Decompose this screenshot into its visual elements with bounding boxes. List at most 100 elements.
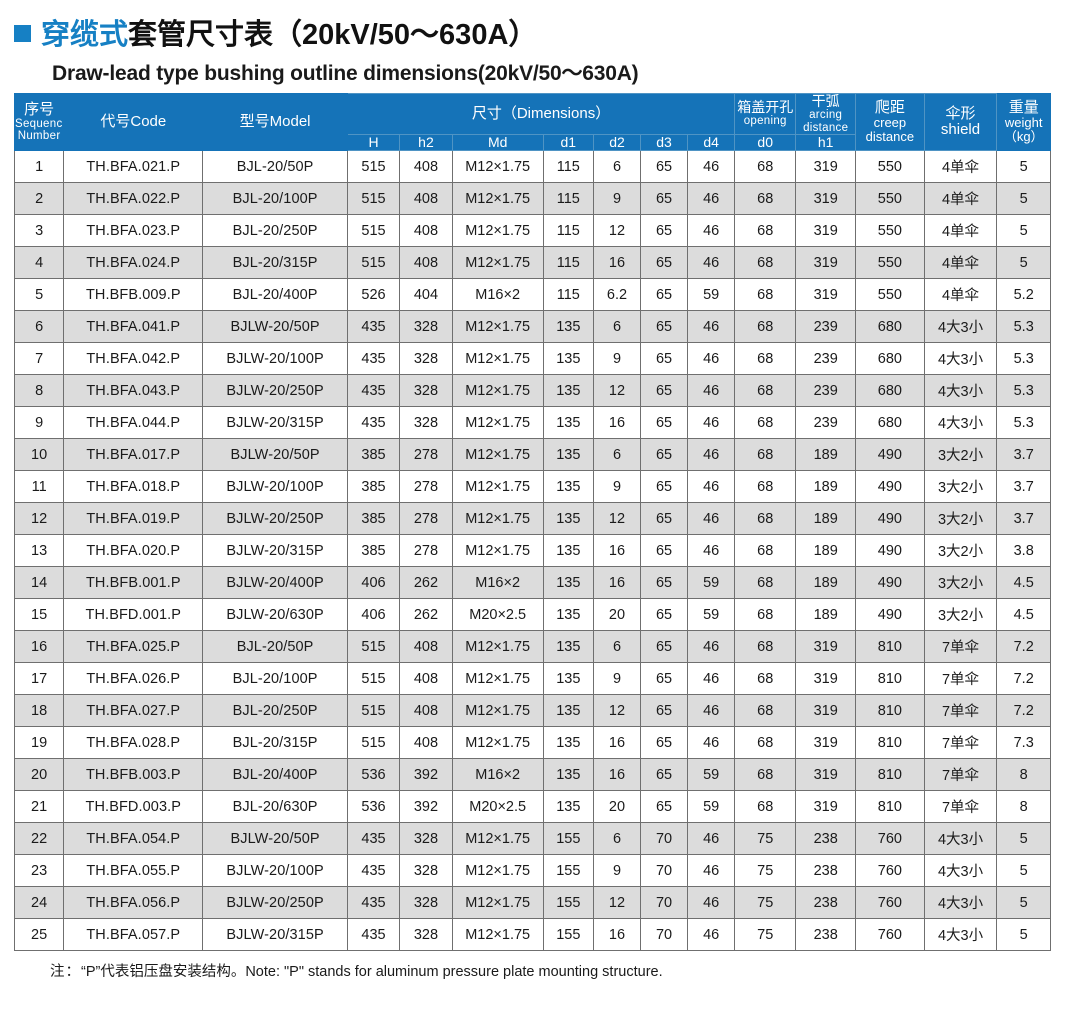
cell-d4: 46	[687, 534, 736, 568]
cell-d3: 65	[640, 278, 689, 312]
cell-h1: 319	[795, 150, 857, 184]
cell-model: BJL-20/50P	[202, 150, 348, 184]
cell-weight: 5	[996, 246, 1051, 280]
cell-h2: 408	[399, 694, 453, 728]
cell-shield: 3大2小	[923, 566, 998, 600]
cell-d0: 68	[734, 598, 797, 632]
cell-shield: 7单伞	[923, 790, 998, 824]
cell-shield: 4单伞	[923, 214, 998, 248]
cell-d1: 135	[542, 470, 594, 504]
cell-h2: 408	[399, 662, 453, 696]
cell-d2: 6	[592, 150, 642, 184]
cell-d2: 12	[592, 214, 642, 248]
th-creep-distance: 爬距 creep distance	[855, 92, 925, 152]
table-row: 4 TH.BFA.024.P BJL-20/315P 515 408 M12×1.75 11…	[13, 246, 1051, 280]
cell-model: BJLW-20/250P	[202, 502, 348, 536]
cell-shield: 4大3小	[923, 886, 998, 920]
cell-d0: 75	[734, 886, 797, 920]
cell-weight: 5	[996, 854, 1051, 888]
cell-H: 515	[346, 694, 401, 728]
cell-shield: 3大2小	[923, 598, 998, 632]
cell-creep: 490	[855, 534, 925, 568]
cell-d1: 115	[542, 214, 594, 248]
cell-Md: M16×2	[451, 566, 544, 600]
cell-shield: 4大3小	[923, 918, 998, 952]
cell-d1: 135	[542, 790, 594, 824]
cell-sequence: 12	[13, 502, 65, 536]
cell-Md: M16×2	[451, 278, 544, 312]
cell-d0: 68	[734, 374, 797, 408]
cell-h1: 319	[795, 726, 857, 760]
cell-h1: 238	[795, 822, 857, 856]
cell-shield: 4单伞	[923, 150, 998, 184]
table-row: 2 TH.BFA.022.P BJL-20/100P 515 408 M12×1.75 11…	[13, 182, 1051, 216]
cell-d4: 46	[687, 470, 736, 504]
cell-d2: 9	[592, 182, 642, 216]
cell-d0: 68	[734, 662, 797, 696]
cell-d2: 9	[592, 662, 642, 696]
cell-d0: 68	[734, 150, 797, 184]
cell-Md: M20×2.5	[451, 598, 544, 632]
cell-H: 385	[346, 438, 401, 472]
cell-weight: 5.2	[996, 278, 1051, 312]
cell-sequence: 17	[13, 662, 65, 696]
cell-sequence: 19	[13, 726, 65, 760]
cell-d0: 68	[734, 502, 797, 536]
cell-d4: 46	[687, 662, 736, 696]
cell-d0: 68	[734, 630, 797, 664]
cell-sequence: 3	[13, 214, 65, 248]
cell-model: BJLW-20/315P	[202, 918, 348, 952]
title-rest: 套管尺寸表（20kV/50～630A）	[128, 19, 538, 51]
cell-d1: 115	[542, 246, 594, 280]
cell-code: TH.BFA.027.P	[63, 694, 204, 728]
table-row: 25 TH.BFA.057.P BJLW-20/315P 435 328 M12×1.75…	[13, 918, 1051, 952]
th-code: 代号Code	[63, 92, 204, 152]
cell-d4: 46	[687, 630, 736, 664]
cell-d4: 59	[687, 566, 736, 600]
cell-Md: M12×1.75	[451, 214, 544, 248]
cell-d0: 68	[734, 438, 797, 472]
page-subtitle: Draw-lead type bushing outline dimension…	[52, 62, 639, 85]
cell-code: TH.BFA.043.P	[63, 374, 204, 408]
cell-h1: 189	[795, 566, 857, 600]
cell-d2: 12	[592, 374, 642, 408]
cell-H: 435	[346, 310, 401, 344]
cell-H: 515	[346, 726, 401, 760]
cell-model: BJL-20/315P	[202, 246, 348, 280]
cell-weight: 5.3	[996, 342, 1051, 376]
cell-d3: 65	[640, 758, 689, 792]
cell-creep: 760	[855, 918, 925, 952]
cell-model: BJLW-20/100P	[202, 854, 348, 888]
table-row: 13 TH.BFA.020.P BJLW-20/315P 385 278 M12×1.75…	[13, 534, 1051, 568]
cell-d3: 65	[640, 534, 689, 568]
cell-H: 435	[346, 918, 401, 952]
cell-h2: 408	[399, 726, 453, 760]
cell-d2: 6.2	[592, 278, 642, 312]
cell-d2: 9	[592, 342, 642, 376]
cell-d3: 70	[640, 854, 689, 888]
cell-weight: 5	[996, 182, 1051, 216]
cell-model: BJLW-20/400P	[202, 566, 348, 600]
cell-d2: 6	[592, 630, 642, 664]
cell-d4: 46	[687, 438, 736, 472]
cell-sequence: 7	[13, 342, 65, 376]
cell-h1: 319	[795, 246, 857, 280]
cell-Md: M12×1.75	[451, 630, 544, 664]
cell-d4: 46	[687, 406, 736, 440]
cell-h2: 262	[399, 598, 453, 632]
cell-d4: 46	[687, 854, 736, 888]
cell-weight: 7.2	[996, 694, 1051, 728]
table-row: 8 TH.BFA.043.P BJLW-20/250P 435 328 M12×1.75 1…	[13, 374, 1051, 408]
cell-d4: 46	[687, 694, 736, 728]
cell-sequence: 8	[13, 374, 65, 408]
cell-h1: 189	[795, 502, 857, 536]
cell-h1: 238	[795, 886, 857, 920]
cell-d2: 6	[592, 310, 642, 344]
cell-weight: 5.3	[996, 374, 1051, 408]
cell-d0: 68	[734, 214, 797, 248]
cell-h1: 319	[795, 214, 857, 248]
header-row-sub: H h2 Md d1 d2 d3 d4 d0 h1	[15, 133, 1051, 152]
cell-weight: 5.3	[996, 310, 1051, 344]
table-row: 6 TH.BFA.041.P BJLW-20/50P 435 328 M12×1.75 13…	[13, 310, 1051, 344]
th-sequence-number: 序号 Sequence Number	[13, 92, 65, 152]
